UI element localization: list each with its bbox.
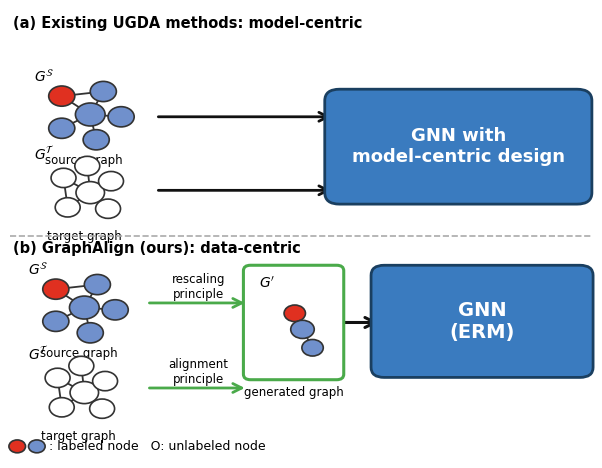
Circle shape: [28, 440, 45, 453]
Text: GNN
(ERM): GNN (ERM): [449, 301, 515, 342]
FancyBboxPatch shape: [243, 265, 344, 380]
FancyBboxPatch shape: [324, 89, 592, 204]
Text: $G'$: $G'$: [259, 276, 276, 292]
Circle shape: [55, 197, 80, 217]
Text: source graph: source graph: [40, 347, 117, 359]
Text: target graph: target graph: [41, 430, 116, 443]
Circle shape: [90, 81, 116, 102]
Text: alignment
principle: alignment principle: [169, 358, 229, 386]
Circle shape: [9, 440, 25, 453]
Text: $G^\mathcal{S}$: $G^\mathcal{S}$: [28, 261, 48, 278]
Circle shape: [69, 356, 94, 376]
Text: generated graph: generated graph: [244, 386, 344, 399]
Text: source graph: source graph: [46, 154, 123, 167]
Circle shape: [76, 182, 105, 204]
Circle shape: [96, 199, 120, 219]
Circle shape: [70, 381, 99, 403]
Circle shape: [302, 339, 323, 356]
Circle shape: [284, 305, 305, 322]
Circle shape: [77, 323, 104, 343]
Circle shape: [93, 372, 117, 391]
Text: target graph: target graph: [47, 230, 122, 243]
Circle shape: [102, 300, 128, 320]
Circle shape: [291, 320, 314, 338]
FancyBboxPatch shape: [371, 265, 593, 377]
Text: $G^\mathcal{S}$: $G^\mathcal{S}$: [34, 68, 54, 85]
Circle shape: [43, 311, 69, 331]
Text: : labeled node   O: unlabeled node: : labeled node O: unlabeled node: [49, 440, 265, 453]
Text: (a) Existing UGDA methods: model-centric: (a) Existing UGDA methods: model-centric: [13, 15, 362, 31]
Circle shape: [75, 103, 105, 126]
Text: (b) GraphAlign (ours): data-centric: (b) GraphAlign (ours): data-centric: [13, 241, 301, 256]
Circle shape: [45, 368, 70, 388]
Circle shape: [49, 398, 74, 417]
Text: GNN with
model-centric design: GNN with model-centric design: [352, 127, 565, 166]
Text: $G^\mathcal{T}$: $G^\mathcal{T}$: [34, 145, 55, 163]
Circle shape: [84, 274, 110, 295]
Circle shape: [51, 168, 76, 188]
Circle shape: [69, 296, 99, 319]
Text: rescaling
principle: rescaling principle: [172, 273, 225, 300]
Circle shape: [108, 107, 134, 127]
Circle shape: [49, 86, 75, 106]
Text: $G^\mathcal{T}$: $G^\mathcal{T}$: [28, 345, 49, 363]
Circle shape: [75, 156, 100, 176]
Circle shape: [43, 279, 69, 299]
Circle shape: [99, 171, 123, 191]
Circle shape: [90, 399, 114, 418]
Circle shape: [49, 118, 75, 139]
Circle shape: [83, 130, 109, 150]
